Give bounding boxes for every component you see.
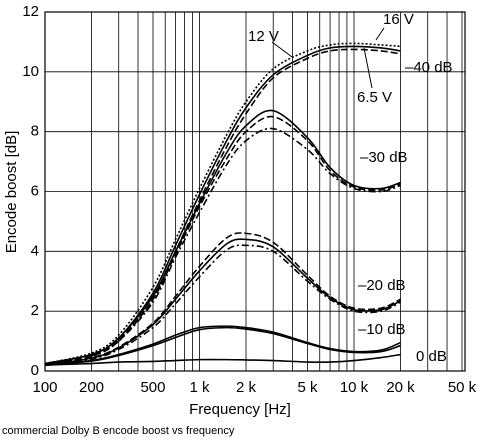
- x-tick-label: 20 k: [386, 379, 415, 396]
- annotation: –40 dB: [405, 59, 453, 76]
- data-line: [44, 42, 401, 365]
- data-line: [44, 48, 401, 366]
- x-axis-title: Frequency [Hz]: [189, 401, 291, 418]
- curve-label: –30 dB: [360, 149, 408, 166]
- curve-label: –10 dB: [358, 321, 406, 338]
- label-arrow: [375, 27, 385, 41]
- y-tick-label: 12: [22, 3, 39, 20]
- data-line: [44, 115, 401, 365]
- caption: commercial Dolby B encode boost vs frequ…: [2, 425, 235, 437]
- y-axis-title: Encode boost [dB]: [3, 131, 20, 254]
- curve-label: 0 dB: [416, 348, 447, 365]
- label-arrow: [271, 41, 293, 58]
- data-line: [44, 326, 401, 367]
- curve-label: 16 V: [383, 11, 414, 28]
- x-tick-label: 1 k: [189, 379, 210, 396]
- data-line: [44, 244, 401, 366]
- x-tick-label: 200: [79, 379, 104, 396]
- data-line: [44, 109, 401, 365]
- y-tick-label: 2: [31, 302, 39, 319]
- curve-label: 6.5 V: [357, 89, 392, 106]
- data-line: [44, 232, 401, 366]
- data-line: [44, 127, 401, 366]
- y-tick-label: 4: [31, 242, 39, 259]
- y-tick-label: 0: [31, 362, 39, 379]
- label-arrow: [363, 47, 373, 89]
- data-line: [44, 238, 401, 366]
- y-tick-label: 6: [31, 182, 39, 199]
- y-tick-label: 8: [31, 123, 39, 140]
- x-tick-label: 2 k: [236, 379, 257, 396]
- y-tick-label: 10: [22, 63, 39, 80]
- x-tick-label: 5 k: [297, 379, 318, 396]
- x-tick-label: 100: [32, 379, 57, 396]
- x-tick-label: 500: [140, 379, 165, 396]
- data-line: [44, 325, 401, 366]
- curve-label: –20 dB: [358, 277, 406, 294]
- curve-label: 12 V: [248, 28, 279, 45]
- x-tick-label: 50 k: [448, 379, 477, 396]
- x-tick-label: 10 k: [340, 379, 369, 396]
- data-line: [44, 353, 401, 366]
